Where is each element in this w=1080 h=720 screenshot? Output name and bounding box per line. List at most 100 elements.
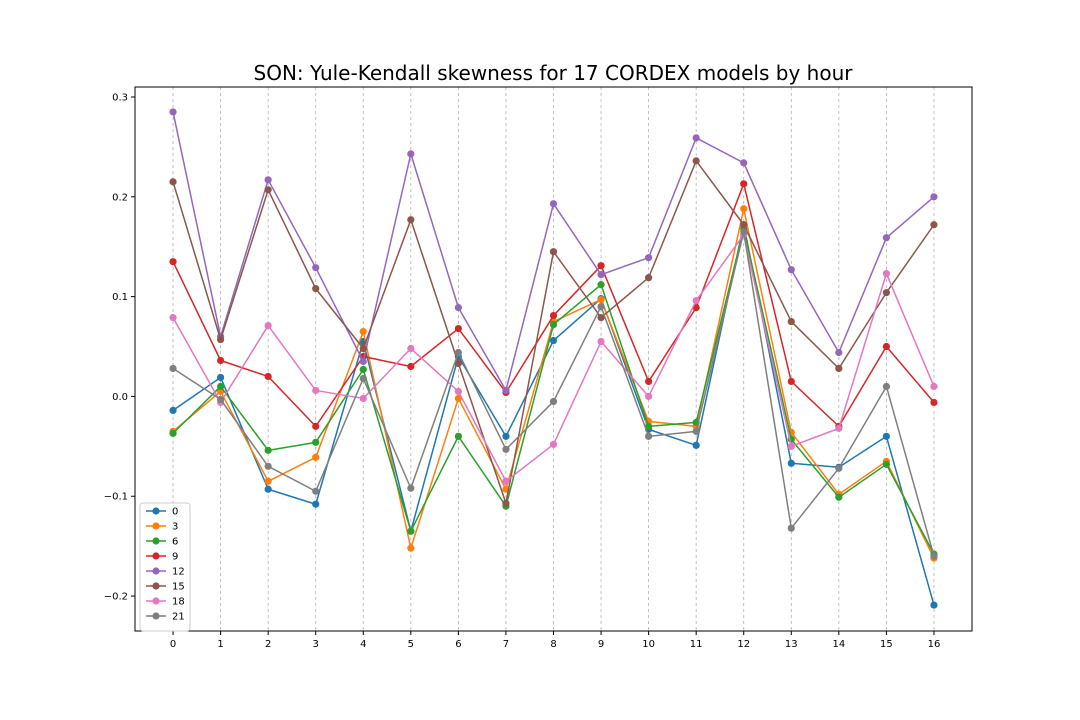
data-point (692, 441, 700, 449)
data-point (835, 424, 843, 432)
data-point (264, 176, 272, 184)
data-point (645, 274, 653, 282)
data-point (692, 297, 700, 305)
legend-marker (152, 597, 160, 605)
data-point (407, 150, 415, 158)
y-tick-label: −0.1 (104, 492, 128, 503)
x-tick-label: 10 (642, 639, 655, 650)
data-point (264, 485, 272, 493)
x-tick-label: 13 (785, 639, 798, 650)
legend: 0 3 6 9 12 15 18 21 (139, 502, 191, 632)
data-point (645, 422, 653, 430)
series-line (172, 227, 935, 555)
x-tick-label: 0 (170, 639, 176, 650)
data-point (359, 344, 367, 353)
x-tick-label: 3 (313, 639, 319, 650)
x-tick-label: 15 (880, 639, 893, 650)
legend-item: 3 (146, 522, 178, 533)
data-point (169, 429, 177, 437)
data-point (930, 193, 938, 201)
legend-marker (152, 582, 160, 590)
x-tick-label: 8 (550, 639, 556, 650)
y-tick-label: −0.2 (104, 592, 128, 603)
data-point (264, 462, 272, 470)
data-point (217, 373, 225, 382)
data-point (835, 464, 843, 472)
data-point (169, 178, 177, 186)
data-point (645, 377, 653, 386)
data-point (502, 477, 510, 485)
data-point (502, 386, 510, 395)
data-point (502, 499, 510, 507)
legend-label: 18 (172, 597, 185, 608)
data-point (312, 500, 320, 508)
data-point (549, 248, 558, 256)
legend-label: 0 (172, 507, 178, 518)
data-point (502, 445, 510, 453)
data-point (930, 221, 938, 229)
x-tick-label: 4 (360, 639, 366, 650)
data-point (787, 442, 795, 450)
data-point (312, 422, 320, 430)
legend-label: 21 (172, 612, 185, 623)
data-point (835, 348, 843, 357)
data-point (930, 552, 938, 560)
data-point (740, 180, 748, 188)
data-point (312, 453, 320, 461)
data-point (454, 359, 462, 368)
data-point (549, 336, 558, 345)
data-point (597, 313, 605, 322)
x-tick-label: 12 (737, 639, 750, 650)
data-point (597, 302, 605, 311)
legend-marker (152, 612, 160, 620)
data-point (835, 364, 843, 373)
data-point (549, 200, 558, 208)
legend-item: 6 (146, 537, 178, 548)
data-point (597, 337, 605, 346)
data-point (169, 258, 177, 266)
data-point (835, 493, 843, 501)
data-point (217, 335, 225, 344)
data-point (264, 321, 272, 330)
data-point (740, 159, 748, 167)
data-point (882, 289, 890, 297)
data-point (882, 342, 890, 351)
x-tick-label: 1 (217, 639, 223, 650)
data-point (407, 527, 415, 535)
legend-label: 6 (172, 537, 178, 548)
data-point (454, 394, 462, 403)
x-axis: 0 1 2 3 4 5 6 7 8 9 10 11 12 13 14 15 16 (170, 631, 940, 650)
data-point (359, 365, 367, 374)
data-point (549, 440, 558, 448)
legend-box (139, 502, 191, 632)
data-point (359, 357, 367, 366)
data-point (740, 228, 748, 236)
data-point (692, 157, 700, 165)
x-grid (172, 87, 935, 631)
legend-item: 21 (146, 612, 185, 623)
data-point (359, 394, 367, 403)
legend-item: 15 (146, 582, 185, 593)
series-21 (169, 228, 938, 560)
data-point (454, 303, 462, 312)
data-point (217, 356, 225, 365)
data-point (407, 362, 415, 371)
data-point (549, 311, 558, 320)
data-point (597, 296, 605, 304)
data-point (217, 382, 225, 391)
data-point (787, 459, 795, 467)
y-tick-label: 0.1 (112, 292, 128, 303)
legend-item: 9 (146, 552, 178, 563)
data-point (787, 317, 795, 326)
data-point (787, 266, 795, 274)
legend-item: 18 (146, 597, 185, 608)
data-point (645, 432, 653, 440)
legend-marker (152, 522, 160, 530)
data-point (407, 216, 415, 224)
legend-item: 0 (146, 507, 178, 518)
y-tick-label: 0.0 (112, 392, 128, 403)
y-tick-label: 0.3 (112, 92, 128, 103)
data-point (692, 427, 700, 435)
data-point (217, 395, 225, 404)
data-point (787, 377, 795, 386)
